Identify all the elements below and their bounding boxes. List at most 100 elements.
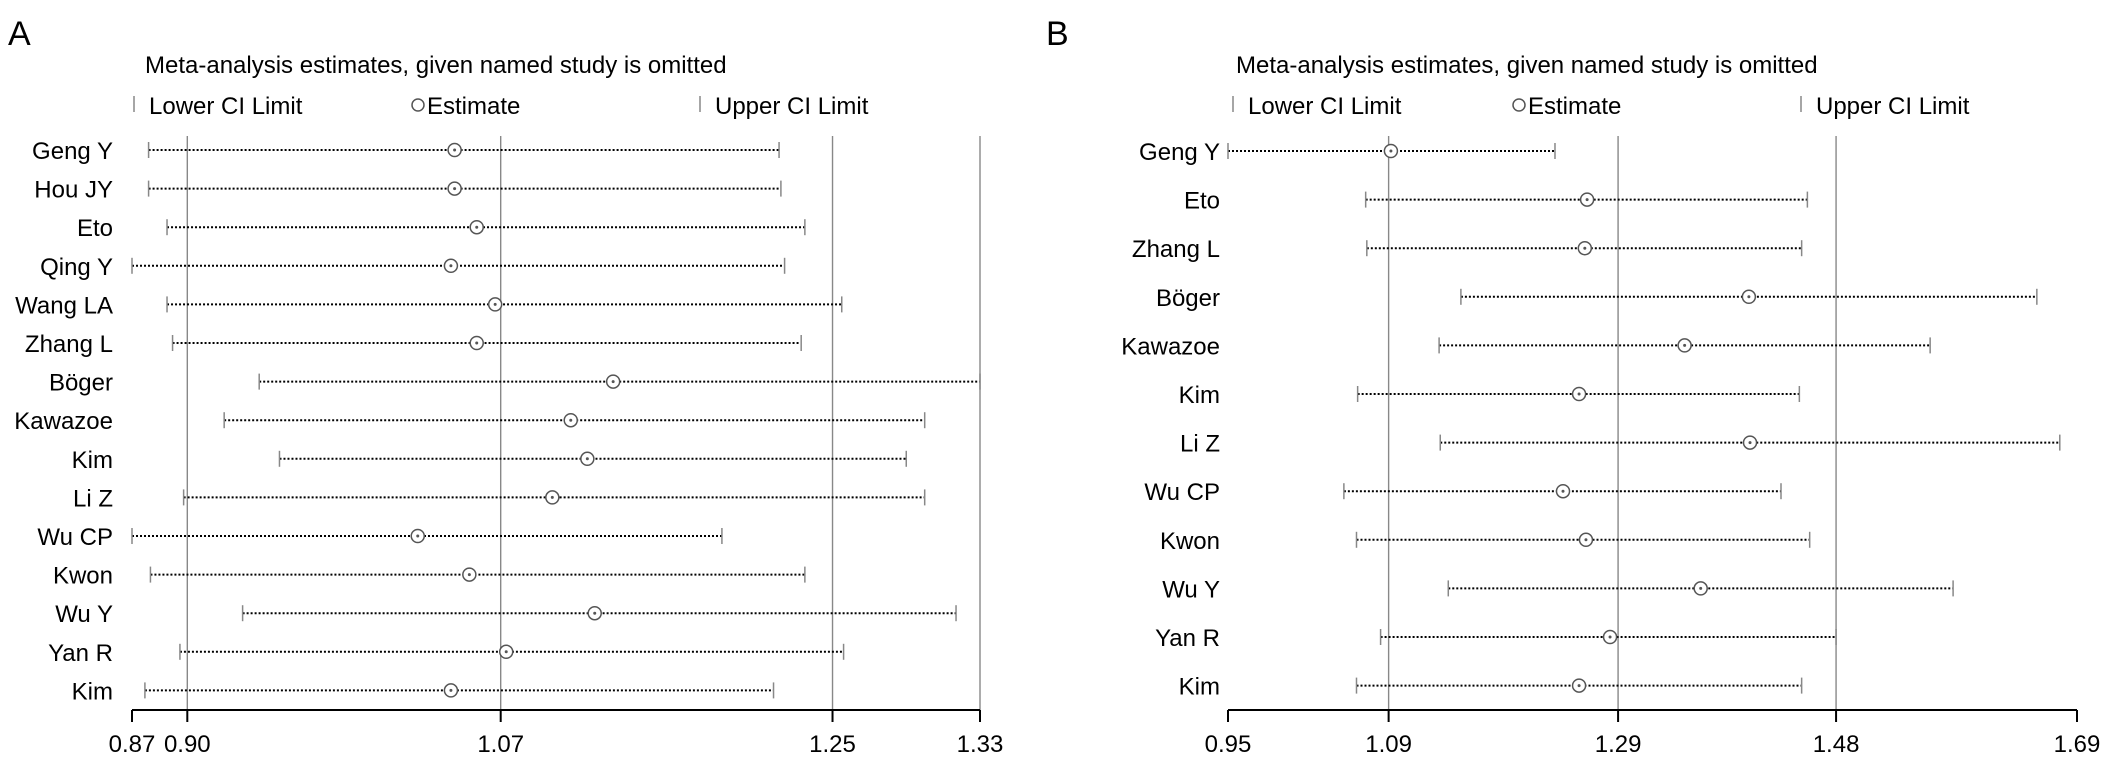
- estimate-center-dot: [1584, 538, 1588, 542]
- estimate-center-dot: [1747, 295, 1751, 299]
- study-row: Eto: [1184, 188, 1809, 215]
- study-row: Böger: [1156, 285, 2038, 312]
- study-row: Kawazoe: [14, 408, 926, 435]
- study-row: Yan R: [1155, 625, 1837, 652]
- study-row: Wu CP: [1144, 479, 1782, 506]
- study-label: Kim: [72, 678, 113, 705]
- study-row: Böger: [49, 370, 981, 397]
- estimate-center-dot: [449, 688, 453, 692]
- x-tick-label: 1.69: [2054, 731, 2101, 758]
- study-label: Geng Y: [32, 138, 113, 165]
- study-label: Eto: [1184, 188, 1220, 215]
- legend: Lower CI Limit Estimate Upper CI Limit: [1232, 93, 1970, 120]
- estimate-center-dot: [1585, 198, 1589, 202]
- x-tick-label: 1.33: [957, 731, 1004, 758]
- study-row: Kim: [72, 447, 908, 474]
- legend-label: Lower CI Limit: [149, 93, 303, 120]
- estimate-center-dot: [1583, 246, 1587, 250]
- study-label: Eto: [77, 215, 113, 242]
- legend-label: Upper CI Limit: [715, 93, 869, 120]
- study-row: Li Z: [73, 485, 926, 512]
- estimate-center-dot: [593, 611, 597, 615]
- legend: Lower CI Limit Estimate Upper CI Limit: [133, 93, 869, 120]
- x-tick-label: 1.07: [477, 731, 524, 758]
- x-tick-label: 1.29: [1595, 731, 1642, 758]
- study-row: Zhang L: [1132, 236, 1803, 263]
- x-tick-label: 0.95: [1205, 731, 1252, 758]
- study-label: Kwon: [1160, 528, 1220, 555]
- study-label: Kim: [1179, 674, 1220, 701]
- estimate-center-dot: [611, 380, 615, 384]
- legend-label: Upper CI Limit: [1816, 93, 1970, 120]
- estimate-center-dot: [1577, 392, 1581, 396]
- study-row: Wu Y: [55, 601, 957, 628]
- estimate-center-dot: [475, 341, 479, 345]
- estimate-center-dot: [504, 650, 508, 654]
- study-row: Wu CP: [37, 524, 723, 551]
- study-row: Kim: [1179, 382, 1801, 409]
- estimate-center-dot: [475, 225, 479, 229]
- estimate-center-dot: [569, 418, 573, 422]
- study-label: Qing Y: [40, 254, 113, 281]
- estimate-center-dot: [1699, 586, 1703, 590]
- study-row: Kawazoe: [1121, 333, 1931, 360]
- study-label: Wu Y: [1162, 576, 1220, 603]
- study-row: Kim: [72, 678, 775, 705]
- study-row: Kwon: [53, 563, 806, 590]
- study-row: Yan R: [48, 640, 845, 667]
- estimate-center-dot: [449, 264, 453, 268]
- estimate-center-dot: [453, 187, 457, 191]
- estimate-center-dot: [1577, 684, 1581, 688]
- study-label: Zhang L: [25, 331, 113, 358]
- panel-label: B: [1046, 15, 1069, 53]
- study-row: Kim: [1179, 674, 1803, 701]
- legend-label: Estimate: [1528, 93, 1621, 120]
- estimate-center-dot: [493, 302, 497, 306]
- study-label: Yan R: [48, 640, 113, 667]
- estimate-center-dot: [467, 573, 471, 577]
- estimate-center-dot: [1389, 149, 1393, 153]
- chart-title: Meta-analysis estimates, given named stu…: [145, 52, 727, 79]
- study-row: Qing Y: [40, 254, 786, 281]
- chart-title: Meta-analysis estimates, given named stu…: [1236, 52, 1818, 79]
- study-label: Li Z: [73, 485, 113, 512]
- study-label: Böger: [49, 370, 113, 397]
- study-label: Wu CP: [1144, 479, 1220, 506]
- estimate-center-dot: [550, 495, 554, 499]
- study-row: Geng Y: [32, 138, 780, 165]
- study-label: Kwon: [53, 563, 113, 590]
- study-label: Yan R: [1155, 625, 1220, 652]
- x-tick-label: 1.09: [1365, 731, 1412, 758]
- estimate-center-dot: [585, 457, 589, 461]
- study-row: Wu Y: [1162, 576, 1954, 603]
- panel-b: B Meta-analysis estimates, given named st…: [1046, 15, 2100, 758]
- estimate-center-dot: [416, 534, 420, 538]
- study-label: Zhang L: [1132, 236, 1220, 263]
- study-label: Kim: [72, 447, 113, 474]
- x-tick-label: 0.90: [164, 731, 211, 758]
- study-row: Geng Y: [1139, 139, 1556, 166]
- legend-estimate-marker: [1512, 98, 1526, 112]
- study-label: Wu Y: [55, 601, 113, 628]
- estimate-center-dot: [1748, 441, 1752, 445]
- study-label: Wu CP: [37, 524, 113, 551]
- estimate-center-dot: [1561, 489, 1565, 493]
- study-row: Wang LA: [15, 292, 843, 319]
- study-row: Li Z: [1180, 431, 2061, 458]
- estimate-center-dot: [1683, 343, 1687, 347]
- legend-label: Lower CI Limit: [1248, 93, 1402, 120]
- x-tick-label: 0.87: [109, 731, 156, 758]
- study-row: Hou JY: [34, 177, 782, 204]
- x-tick-label: 1.25: [809, 731, 856, 758]
- study-label: Hou JY: [34, 177, 113, 204]
- study-label: Kawazoe: [1121, 333, 1220, 360]
- legend-label: Estimate: [427, 93, 520, 120]
- x-tick-label: 1.48: [1813, 731, 1860, 758]
- study-label: Li Z: [1180, 431, 1220, 458]
- study-label: Böger: [1156, 285, 1220, 312]
- study-label: Kim: [1179, 382, 1220, 409]
- study-label: Wang LA: [15, 292, 113, 319]
- study-label: Geng Y: [1139, 139, 1220, 166]
- study-label: Kawazoe: [14, 408, 113, 435]
